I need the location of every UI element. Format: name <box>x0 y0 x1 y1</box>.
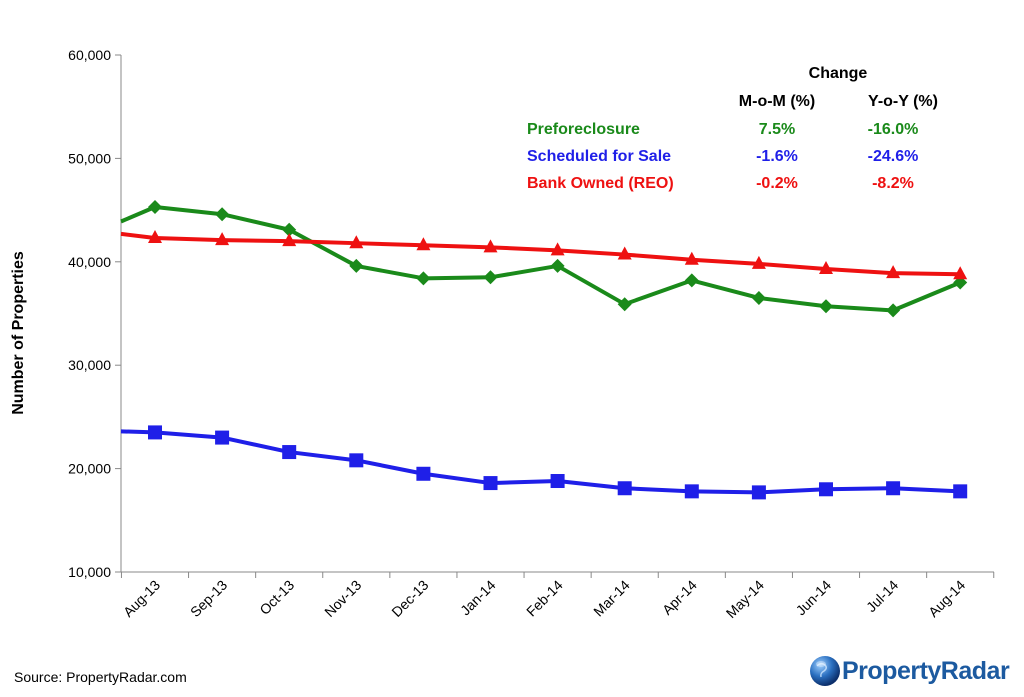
data-point-scheduled-for-sale <box>349 453 364 468</box>
data-point-scheduled-for-sale <box>483 476 498 491</box>
change-row-mom-preforeclosure: 7.5% <box>759 121 795 138</box>
series-line-preforeclosure <box>120 204 961 313</box>
data-point-scheduled-for-sale <box>416 466 431 481</box>
x-ticks: Aug-13 Sep-13 Oct-13 Nov-13 Dec-13 Jan-14 Feb-… <box>120 572 995 621</box>
data-point-scheduled-for-sale <box>148 425 162 440</box>
change-table-col-yoy: Y-o-Y (%) <box>868 93 938 110</box>
x-tick-label: Apr-14 <box>659 577 700 618</box>
change-row-mom-scheduled: -1.6% <box>756 148 798 165</box>
data-point-preforeclosure <box>349 258 364 273</box>
axes <box>120 55 994 573</box>
change-row-yoy-scheduled: -24.6% <box>868 148 919 165</box>
y-tick-label: 10,000 <box>68 564 111 580</box>
data-point-bank-owned-reo <box>684 251 699 265</box>
data-point-scheduled-for-sale <box>215 430 230 445</box>
data-point-scheduled-for-sale <box>751 485 766 500</box>
change-row-yoy-reo: -8.2% <box>872 175 914 192</box>
source-note: Source: PropertyRadar.com <box>14 669 187 685</box>
data-point-bank-owned-reo <box>550 242 565 256</box>
change-row-label-scheduled: Scheduled for Sale <box>527 148 671 165</box>
data-point-preforeclosure <box>483 270 498 285</box>
data-point-bank-owned-reo <box>617 246 632 260</box>
data-point-preforeclosure <box>550 258 565 273</box>
x-tick-label: Mar-14 <box>590 577 633 620</box>
data-point-bank-owned-reo <box>483 239 498 253</box>
change-row-mom-reo: -0.2% <box>756 175 798 192</box>
x-tick-label: Dec-13 <box>388 577 431 620</box>
y-tick-label: 60,000 <box>68 47 111 63</box>
y-ticks: 10,000 20,000 30,000 40,000 50,000 60,000 <box>68 47 121 580</box>
y-tick-label: 30,000 <box>68 357 111 373</box>
y-tick-label: 20,000 <box>68 461 111 477</box>
globe-icon <box>810 656 840 686</box>
y-tick-label: 40,000 <box>68 254 111 270</box>
x-tick-label: Sep-13 <box>187 577 230 620</box>
data-point-scheduled-for-sale <box>819 482 833 497</box>
data-point-bank-owned-reo <box>819 261 833 275</box>
x-tick-label: Jun-14 <box>793 577 835 619</box>
change-table: Change M-o-M (%) Y-o-Y (%) Preforeclosur… <box>527 65 938 192</box>
change-row-label-preforeclosure: Preforeclosure <box>527 121 640 138</box>
data-point-bank-owned-reo <box>886 265 901 279</box>
data-point-preforeclosure <box>886 303 901 318</box>
series-line-bank-owned-reo <box>120 231 961 277</box>
data-point-scheduled-for-sale <box>617 481 632 496</box>
x-tick-label: Nov-13 <box>321 577 364 620</box>
change-table-title: Change <box>809 65 868 82</box>
logo-text: PropertyRadar <box>842 656 1010 685</box>
data-point-scheduled-for-sale <box>886 481 901 496</box>
data-point-preforeclosure <box>751 290 766 305</box>
series-line-scheduled-for-sale <box>120 429 961 495</box>
change-row-label-reo: Bank Owned (REO) <box>527 175 674 192</box>
y-axis-label: Number of Properties <box>10 251 27 415</box>
data-point-preforeclosure <box>819 299 833 314</box>
data-point-bank-owned-reo <box>751 255 766 269</box>
data-point-bank-owned-reo <box>215 232 230 246</box>
data-point-preforeclosure <box>684 273 699 288</box>
series-markers <box>148 199 968 500</box>
x-tick-label: Feb-14 <box>523 577 566 620</box>
x-tick-label: Oct-13 <box>256 577 297 618</box>
data-point-preforeclosure <box>282 222 297 237</box>
data-point-bank-owned-reo <box>416 237 431 251</box>
y-tick-label: 50,000 <box>68 150 111 166</box>
x-tick-label: Aug-13 <box>120 577 163 620</box>
x-tick-label: Aug-14 <box>925 577 968 620</box>
x-tick-label: Jul-14 <box>863 577 901 615</box>
change-table-col-mom: M-o-M (%) <box>739 93 815 110</box>
data-point-scheduled-for-sale <box>953 484 968 499</box>
data-point-preforeclosure <box>215 207 230 222</box>
series-lines <box>120 204 961 495</box>
x-tick-label: Jan-14 <box>457 577 499 619</box>
data-point-preforeclosure <box>617 297 632 312</box>
data-point-preforeclosure <box>416 271 431 286</box>
data-point-bank-owned-reo <box>282 233 297 247</box>
change-row-yoy-preforeclosure: -16.0% <box>868 121 919 138</box>
data-point-scheduled-for-sale <box>282 445 297 460</box>
x-tick-label: May-14 <box>723 577 767 621</box>
data-point-scheduled-for-sale <box>550 474 565 489</box>
data-point-bank-owned-reo <box>349 235 364 249</box>
property-radar-logo: PropertyRadar <box>808 654 1010 688</box>
data-point-scheduled-for-sale <box>684 484 699 499</box>
data-point-bank-owned-reo <box>953 266 968 280</box>
data-point-preforeclosure <box>148 199 162 214</box>
data-point-bank-owned-reo <box>148 230 162 244</box>
